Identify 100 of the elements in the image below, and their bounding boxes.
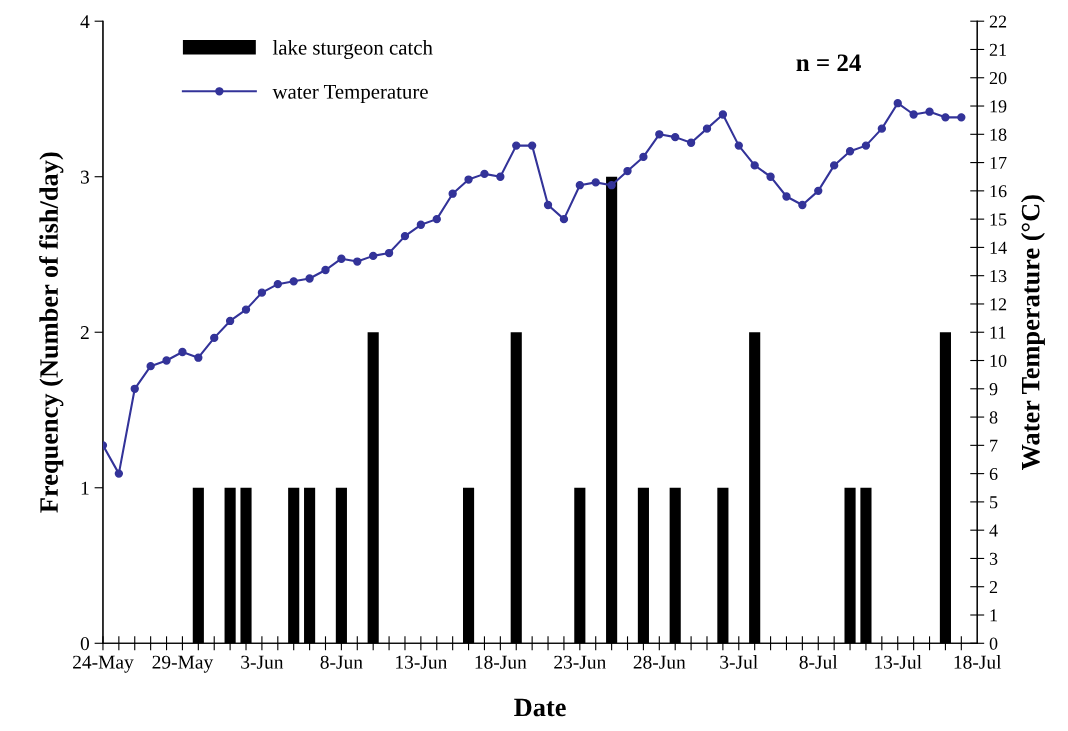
point	[925, 107, 934, 116]
point	[400, 231, 410, 241]
x-tick-label: 18-Jul	[954, 655, 1002, 669]
point	[321, 265, 330, 275]
point	[702, 124, 712, 133]
point	[861, 141, 871, 150]
point	[734, 141, 743, 150]
y-tick-label: 4	[80, 15, 90, 28]
point	[686, 138, 696, 147]
y2-tick-label: 20	[989, 72, 1007, 85]
x-tick-label: 3-Jul	[720, 655, 758, 669]
y2-tick-label: 16	[990, 185, 1007, 198]
y2-tick-label: 7	[990, 439, 998, 452]
x-tick-label: 13-Jul	[875, 655, 922, 669]
point	[369, 251, 378, 261]
point	[623, 166, 632, 176]
point	[814, 186, 823, 196]
y2-tick-label: 2	[989, 581, 998, 593]
y2-tick-label: 17	[990, 156, 1007, 169]
point	[337, 254, 346, 263]
point	[512, 141, 521, 150]
point	[798, 200, 807, 210]
x-tick-label: 28-Jun	[633, 655, 686, 669]
y2-tick-label: 21	[989, 43, 1006, 56]
point	[210, 333, 219, 343]
point	[416, 220, 426, 229]
point	[750, 161, 759, 170]
point	[305, 274, 314, 283]
point	[432, 214, 441, 224]
point	[257, 288, 267, 297]
x-tick-label: 8-Jul	[799, 655, 838, 669]
x-tick-label: 8-Jun	[320, 655, 363, 669]
point	[527, 141, 537, 150]
y2-tick-label: 13	[990, 269, 1007, 283]
point	[178, 347, 187, 357]
point	[241, 305, 251, 314]
point	[829, 161, 839, 170]
point	[639, 152, 648, 162]
point	[464, 175, 473, 184]
x-tick-label: 24-May	[73, 655, 134, 673]
point	[543, 200, 553, 210]
y2-tick-label: 6	[989, 467, 998, 481]
x-tick-label: 13-Jun	[396, 655, 448, 669]
x-tick-label: 29-May	[152, 655, 214, 673]
point	[845, 147, 855, 156]
y2-tick-label: 19	[990, 100, 1007, 113]
point	[480, 169, 489, 179]
legend-label: lake sturgeon catch	[272, 40, 433, 60]
y2-axis-title: Water Temperature (°C)	[1020, 195, 1045, 471]
point	[575, 181, 584, 190]
point	[162, 356, 171, 365]
y2-tick-label: 1	[990, 609, 997, 622]
y-tick-label: 1	[81, 481, 89, 495]
x-tick-label: 3-Jun	[241, 655, 284, 669]
y2-tick-label: 3	[989, 552, 998, 565]
point	[718, 110, 728, 119]
point	[893, 99, 902, 108]
y2-tick-label: 18	[990, 128, 1007, 141]
point	[559, 214, 569, 224]
point	[941, 113, 950, 122]
point	[671, 132, 680, 142]
y2-tick-label: 22	[989, 15, 1007, 28]
point	[591, 178, 600, 187]
point	[766, 172, 775, 181]
point	[146, 362, 155, 371]
y2-tick-label: 10	[990, 354, 1007, 367]
point	[957, 113, 966, 122]
y2-tick-label: 9	[989, 383, 998, 396]
point	[655, 130, 664, 139]
y-tick-label: 0	[80, 637, 90, 651]
x-tick-label: 23-Jun	[554, 655, 606, 669]
point	[353, 257, 362, 266]
point	[496, 172, 505, 181]
y-tick-label: 2	[80, 326, 89, 339]
point	[194, 353, 203, 362]
y2-tick-label: 8	[989, 411, 998, 424]
point	[448, 189, 457, 198]
point	[607, 181, 616, 190]
point	[114, 469, 124, 478]
y2-tick-label: 12	[990, 298, 1007, 311]
y-axis-title: Frequency (Number of fish/day)	[39, 152, 64, 513]
point	[289, 277, 298, 286]
point	[877, 124, 887, 133]
point	[384, 248, 394, 258]
x-tick-label: 18-Jun	[475, 655, 527, 669]
point	[225, 316, 235, 326]
y2-tick-label: 14	[990, 241, 1007, 254]
y2-tick-label: 11	[990, 326, 1006, 339]
annotation: n = 24	[796, 54, 861, 71]
y-tick-label: 3	[80, 170, 89, 184]
x-axis-title: Date	[514, 698, 566, 717]
y2-tick-label: 5	[990, 496, 998, 509]
point	[130, 384, 139, 393]
point	[909, 110, 918, 119]
legend-label: water Temperature	[272, 84, 428, 104]
point	[273, 280, 282, 289]
y2-tick-label: 15	[990, 213, 1007, 226]
y2-tick-label: 4	[989, 524, 998, 537]
y2-tick-label: 0	[989, 637, 998, 650]
point	[782, 192, 791, 201]
